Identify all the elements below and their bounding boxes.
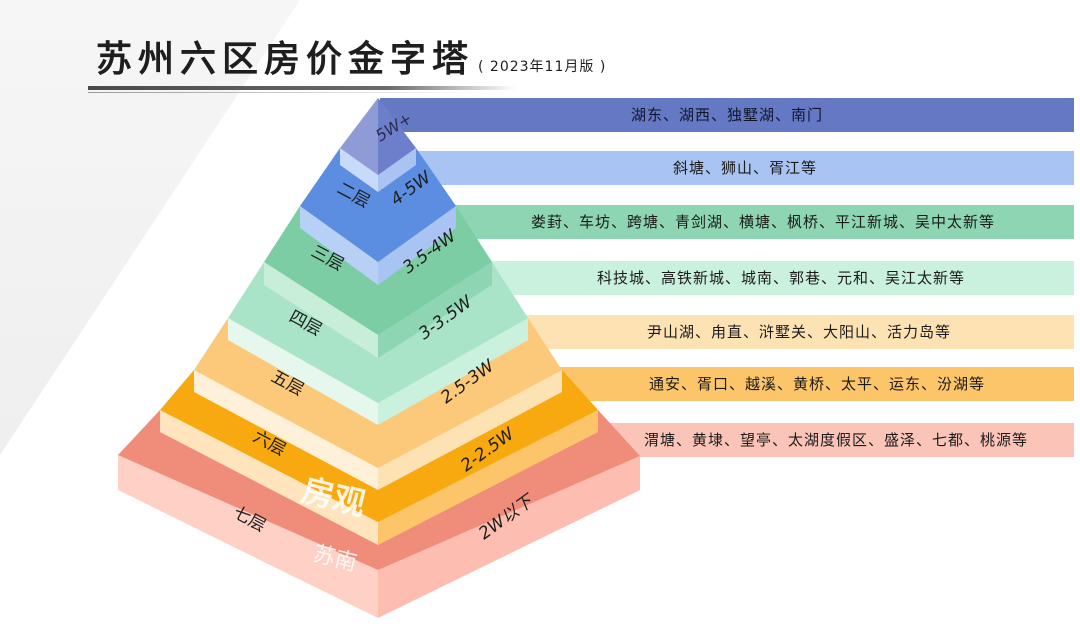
- title-underline: [88, 86, 516, 90]
- pyramid-tier-2: [300, 148, 456, 285]
- pyramid-tier-1: [340, 98, 416, 192]
- area-bar-tier-1: 湖东、湖西、独墅湖、南门: [380, 98, 1074, 132]
- area-bar-tier-3: 娄葑、车坊、跨塘、青剑湖、横塘、枫桥、平江新城、吴中太新等: [452, 205, 1074, 239]
- area-bar-tier-4: 科技城、高铁新城、城南、郭巷、元和、吴江太新等: [488, 261, 1074, 295]
- page-title: 苏州六区房价金字塔( 2023年11月版 ): [96, 30, 606, 82]
- title-underline-thin: [88, 92, 488, 93]
- title-main: 苏州六区房价金字塔: [96, 38, 475, 80]
- area-bar-tier-2: 斜塘、狮山、胥江等: [416, 151, 1074, 185]
- area-bar-tier-7: 渭塘、黄埭、望亭、太湖度假区、盛泽、七都、桃源等: [598, 423, 1074, 457]
- title-subtitle: ( 2023年11月版 ): [478, 59, 607, 75]
- area-bar-tier-6: 通安、胥口、越溪、黄桥、太平、运东、汾湖等: [560, 367, 1074, 401]
- area-bar-tier-5: 尹山湖、甪直、浒墅关、大阳山、活力岛等: [524, 315, 1074, 349]
